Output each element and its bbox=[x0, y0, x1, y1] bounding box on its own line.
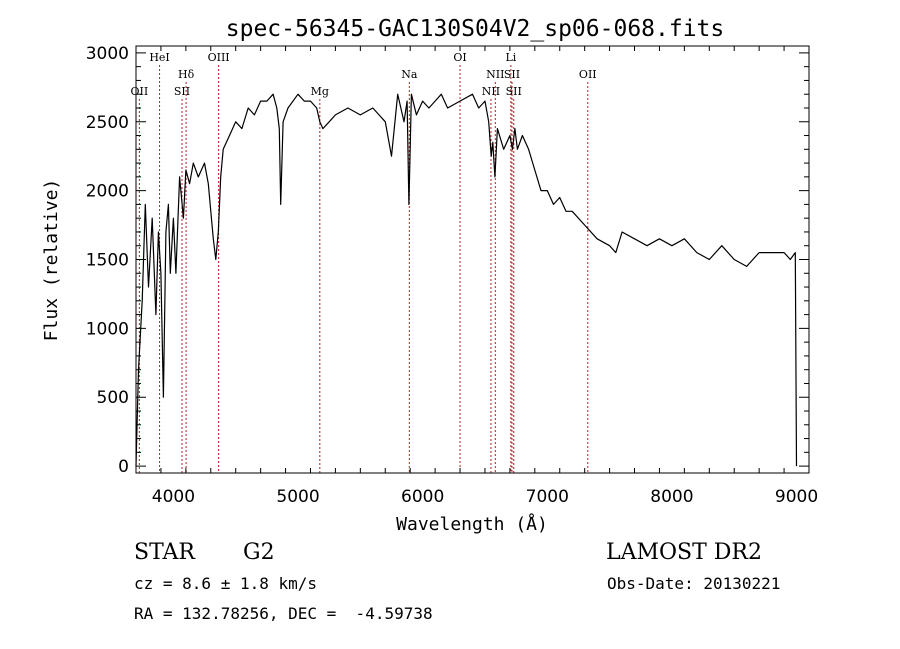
line-marker-label: NII bbox=[482, 85, 500, 98]
line-marker-label: Hδ bbox=[178, 68, 195, 81]
line-marker-label: Mg bbox=[311, 85, 329, 98]
chart-title: spec-56345-GAC130S04V2_sp06-068.fits bbox=[226, 16, 725, 42]
object-subclass: G2 bbox=[243, 540, 275, 565]
x-axis-ticks: 4000 5000 6000 7000 8000 9000 bbox=[135, 46, 818, 507]
line-marker-label: HeI bbox=[149, 51, 169, 64]
x-tick-label: 4000 bbox=[152, 487, 195, 507]
y-tick-label: 1000 bbox=[86, 319, 129, 339]
y-tick-label: 500 bbox=[97, 388, 129, 408]
redshift-cz: cz = 8.6 ± 1.8 km/s bbox=[134, 574, 318, 593]
y-axis-label: Flux (relative) bbox=[41, 179, 62, 342]
line-marker-label: OIII bbox=[208, 51, 230, 64]
y-tick-label: 1500 bbox=[86, 251, 129, 271]
line-marker-label: OII bbox=[579, 68, 597, 81]
line-marker-label: SII bbox=[506, 85, 522, 98]
line-marker-label: NII bbox=[486, 68, 504, 81]
observation-date: Obs-Date: 20130221 bbox=[607, 574, 781, 593]
spectrum-series bbox=[135, 93, 798, 467]
x-tick-label: 9000 bbox=[775, 487, 818, 507]
line-marker-label: OI bbox=[453, 51, 466, 64]
line-marker-label: Na bbox=[401, 68, 418, 81]
coordinates: RA = 132.78256, DEC = -4.59738 bbox=[134, 604, 433, 623]
y-axis-ticks: 0 500 1000 1500 2000 2500 3000 bbox=[86, 44, 809, 477]
object-class: STAR bbox=[134, 540, 195, 565]
x-tick-label: 5000 bbox=[276, 487, 319, 507]
x-tick-label: 7000 bbox=[526, 487, 569, 507]
line-marker-label: Li bbox=[505, 51, 516, 64]
x-tick-label: 8000 bbox=[650, 487, 693, 507]
line-marker-label: OII bbox=[131, 85, 149, 98]
survey-name: LAMOST DR2 bbox=[606, 540, 762, 565]
y-tick-label: 0 bbox=[118, 457, 129, 477]
x-tick-label: 6000 bbox=[401, 487, 444, 507]
line-marker-label: SII bbox=[504, 68, 520, 81]
spectrum-line bbox=[135, 93, 798, 467]
y-tick-label: 2000 bbox=[86, 182, 129, 202]
x-axis-label: Wavelength (Å) bbox=[396, 513, 548, 535]
y-tick-label: 3000 bbox=[86, 44, 129, 64]
y-tick-label: 2500 bbox=[86, 113, 129, 133]
plot-frame bbox=[135, 45, 810, 474]
line-marker-label: SII bbox=[174, 85, 190, 98]
